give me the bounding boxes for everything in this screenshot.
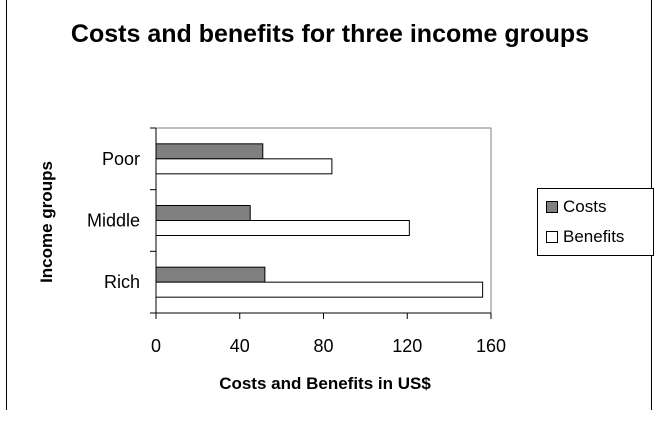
x-tick-label-40: 40	[230, 336, 250, 356]
x-tick-label-160: 160	[476, 336, 506, 356]
bar-costs-rich	[155, 266, 266, 283]
bar-benefits-middle	[155, 220, 410, 236]
x-axis-label: Costs and Benefits in US$	[219, 374, 431, 393]
category-label-middle: Middle	[87, 211, 140, 231]
x-tick-label-120: 120	[392, 336, 422, 356]
bar-benefits-rich	[155, 281, 484, 298]
legend: Costs Benefits	[537, 188, 654, 256]
bar-benefits-poor	[155, 158, 333, 175]
bar-costs-poor	[155, 143, 264, 160]
x-tick-label-0: 0	[151, 336, 161, 356]
legend-label-benefits: Benefits	[563, 227, 625, 246]
legend-swatch-benefits	[546, 231, 558, 243]
legend-item-benefits: Benefits	[546, 227, 624, 247]
legend-item-costs: Costs	[546, 197, 606, 217]
legend-label-costs: Costs	[563, 197, 607, 216]
bar-costs-middle	[155, 205, 251, 221]
category-label-rich: Rich	[104, 272, 140, 292]
chart-title: Costs and benefits for three income grou…	[70, 20, 590, 48]
x-tick-label-80: 80	[313, 336, 333, 356]
category-label-poor: Poor	[102, 149, 140, 169]
legend-swatch-costs	[546, 201, 558, 213]
